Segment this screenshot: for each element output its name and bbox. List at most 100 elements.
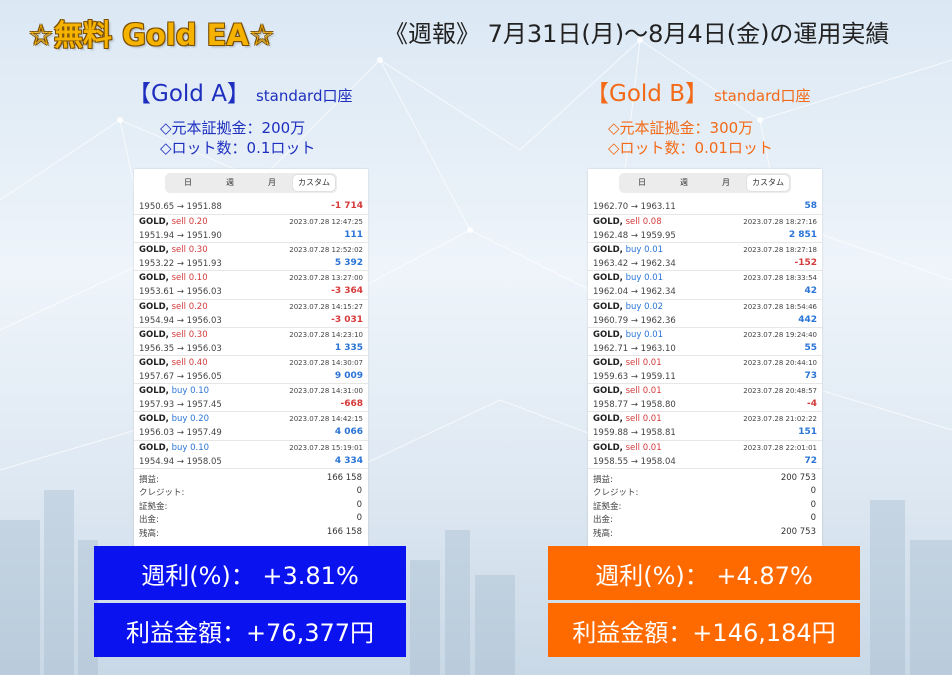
profit-amount-box: 利益金額：+76,377円 xyxy=(94,603,406,657)
summary-label: 損益: xyxy=(139,474,159,485)
trade-row[interactable]: GOLD, sell 0.01 2023.07.28 21:02:22 1959.8… xyxy=(588,412,822,441)
trade-datetime: 2023.07.28 20:44:10 xyxy=(743,358,817,367)
trade-side: sell 0.01 xyxy=(625,357,662,368)
summary-row: 残高: 166 158 xyxy=(139,527,362,541)
trade-row[interactable]: GOLD, buy 0.10 2023.07.28 14:31:00 1957.93… xyxy=(134,384,368,413)
trade-profit: 9 009 xyxy=(334,370,363,381)
trade-symbol: GOLD, xyxy=(139,386,169,397)
trade-row[interactable]: GOLD, sell 0.20 2023.07.28 14:15:27 1954.9… xyxy=(134,300,368,328)
trade-row[interactable]: GOLD, sell 0.08 2023.07.28 18:27:16 1962.4… xyxy=(588,215,822,244)
tab-day[interactable]: 日 xyxy=(184,178,192,187)
trade-side: buy 0.10 xyxy=(171,386,210,397)
summary-label: 出金: xyxy=(139,515,159,526)
trade-datetime: 2023.07.28 14:31:00 xyxy=(289,387,363,396)
trade-row-partial[interactable]: 1962.70 → 1963.11 58 xyxy=(588,197,822,215)
trade-prices: 1962.70 → 1963.11 xyxy=(593,202,676,212)
summary-value: 166 158 xyxy=(326,527,362,538)
trade-prices: 1950.65 → 1951.88 xyxy=(139,202,222,212)
summary-value: 0 xyxy=(356,499,362,510)
tab-week[interactable]: 週 xyxy=(226,178,234,187)
trade-side: sell 0.20 xyxy=(171,217,208,227)
trade-symbol: GOLD, xyxy=(139,217,169,227)
trade-row[interactable]: GOLD, sell 0.10 2023.07.28 13:27:00 1953.6… xyxy=(134,271,368,300)
trade-profit: 151 xyxy=(798,427,817,438)
period-tabs: 日 週 月 カスタム xyxy=(134,169,368,197)
trade-side: buy 0.01 xyxy=(625,329,664,340)
trade-side: sell 0.10 xyxy=(171,273,208,284)
trade-prices: 1954.94 → 1956.03 xyxy=(139,315,222,326)
trade-row[interactable]: GOLD, sell 0.01 2023.07.28 22:01:01 1958.5… xyxy=(588,441,822,469)
summary-row: 出金: 0 xyxy=(593,513,816,527)
trade-prices: 1962.71 → 1963.10 xyxy=(593,343,676,354)
trade-profit: 42 xyxy=(804,286,817,297)
trade-datetime: 2023.07.28 12:52:02 xyxy=(289,246,363,255)
summary-label: クレジット: xyxy=(139,488,185,499)
trade-prices: 1956.35 → 1956.03 xyxy=(139,343,222,354)
trade-profit: 58 xyxy=(804,201,817,211)
trade-prices: 1962.04 → 1962.34 xyxy=(593,287,676,298)
trade-profit: 73 xyxy=(804,370,817,381)
trade-side: sell 0.40 xyxy=(171,357,208,368)
trade-prices: 1956.03 → 1957.49 xyxy=(139,428,222,439)
summary-value: 166 158 xyxy=(326,472,362,483)
trade-datetime: 2023.07.28 18:33:54 xyxy=(743,274,817,283)
tab-week[interactable]: 週 xyxy=(680,178,688,187)
summary-label: 損益: xyxy=(593,474,613,485)
trade-profit: 2 851 xyxy=(788,230,817,240)
trade-profit: 5 392 xyxy=(334,258,363,269)
trade-symbol: GOLD, xyxy=(139,414,169,425)
trade-row[interactable]: GOLD, sell 0.30 2023.07.28 12:52:02 1953.2… xyxy=(134,243,368,272)
summary-row: 出金: 0 xyxy=(139,513,362,527)
tab-month[interactable]: 月 xyxy=(722,178,730,187)
trade-side: sell 0.01 xyxy=(625,442,662,453)
trade-row[interactable]: GOLD, buy 0.01 2023.07.28 18:33:54 1962.04… xyxy=(588,271,822,300)
trade-symbol: GOLD, xyxy=(593,386,623,397)
trade-profit: 4 334 xyxy=(334,455,363,466)
trade-row[interactable]: GOLD, sell 0.30 2023.07.28 14:23:10 1956.3… xyxy=(134,328,368,356)
trade-symbol: GOLD, xyxy=(139,245,169,256)
tab-day[interactable]: 日 xyxy=(638,178,646,187)
trade-row[interactable]: GOLD, buy 0.01 2023.07.28 19:24:40 1962.71… xyxy=(588,328,822,356)
trade-row[interactable]: GOLD, buy 0.02 2023.07.28 18:54:46 1960.79… xyxy=(588,300,822,328)
trade-symbol: GOLD, xyxy=(139,329,169,340)
trade-prices: 1962.48 → 1959.95 xyxy=(593,231,676,241)
trade-datetime: 2023.07.28 18:54:46 xyxy=(743,302,817,311)
gold-a-header: 【Gold A】 standard口座 xyxy=(128,74,352,108)
trade-profit: 111 xyxy=(344,230,363,240)
trade-row[interactable]: GOLD, sell 0.01 2023.07.28 20:44:10 1959.6… xyxy=(588,356,822,385)
trade-row[interactable]: GOLD, buy 0.10 2023.07.28 15:19:01 1954.94… xyxy=(134,441,368,469)
tab-custom[interactable]: カスタム xyxy=(747,175,789,191)
trade-symbol: GOLD, xyxy=(593,357,623,368)
trade-row[interactable]: GOLD, sell 0.01 2023.07.28 20:48:57 1958.7… xyxy=(588,384,822,413)
summary-label: クレジット: xyxy=(593,488,639,499)
tab-month[interactable]: 月 xyxy=(268,178,276,187)
trade-prices: 1957.93 → 1957.45 xyxy=(139,400,222,411)
trade-side: sell 0.08 xyxy=(625,217,662,227)
trade-symbol: GOLD, xyxy=(139,273,169,284)
summary-row: 証拠金: 0 xyxy=(593,500,816,514)
trade-row[interactable]: GOLD, sell 0.20 2023.07.28 12:47:25 1951.9… xyxy=(134,215,368,244)
trade-profit: 442 xyxy=(798,314,817,325)
trade-row-partial[interactable]: 1950.65 → 1951.88 -1 714 xyxy=(134,197,368,215)
lot-line: ◇ロット数：0.1ロット xyxy=(160,139,316,157)
tab-custom[interactable]: カスタム xyxy=(293,175,335,191)
account-summary: 損益: 166 158 クレジット: 0 証拠金: 0 出金: 0 残高: 166 158 xyxy=(134,469,368,541)
trade-prices: 1958.55 → 1958.04 xyxy=(593,456,676,467)
trade-side: sell 0.01 xyxy=(625,414,662,425)
trade-datetime: 2023.07.28 14:23:10 xyxy=(289,330,363,339)
summary-value: 200 753 xyxy=(780,472,816,483)
trade-datetime: 2023.07.28 20:48:57 xyxy=(743,387,817,396)
trade-profit: -668 xyxy=(340,399,363,410)
trade-row[interactable]: GOLD, buy 0.20 2023.07.28 14:42:15 1956.03… xyxy=(134,412,368,441)
trade-prices: 1960.79 → 1962.36 xyxy=(593,315,676,326)
lot-line: ◇ロット数：0.01ロット xyxy=(608,139,773,157)
trade-row[interactable]: GOLD, buy 0.01 2023.07.28 18:27:18 1963.42… xyxy=(588,243,822,272)
trade-row[interactable]: GOLD, sell 0.40 2023.07.28 14:30:07 1957.6… xyxy=(134,356,368,385)
gold-b-history-panel: 日 週 月 カスタム 1962.70 → 1963.11 58 GOLD, se… xyxy=(588,169,822,547)
weekly-rate-box: 週利(%)： +3.81% xyxy=(94,546,406,600)
trade-prices: 1959.88 → 1958.81 xyxy=(593,428,676,439)
trade-symbol: GOLD, xyxy=(139,357,169,368)
trade-profit: -4 xyxy=(807,399,817,410)
trade-symbol: GOLD, xyxy=(593,273,623,284)
